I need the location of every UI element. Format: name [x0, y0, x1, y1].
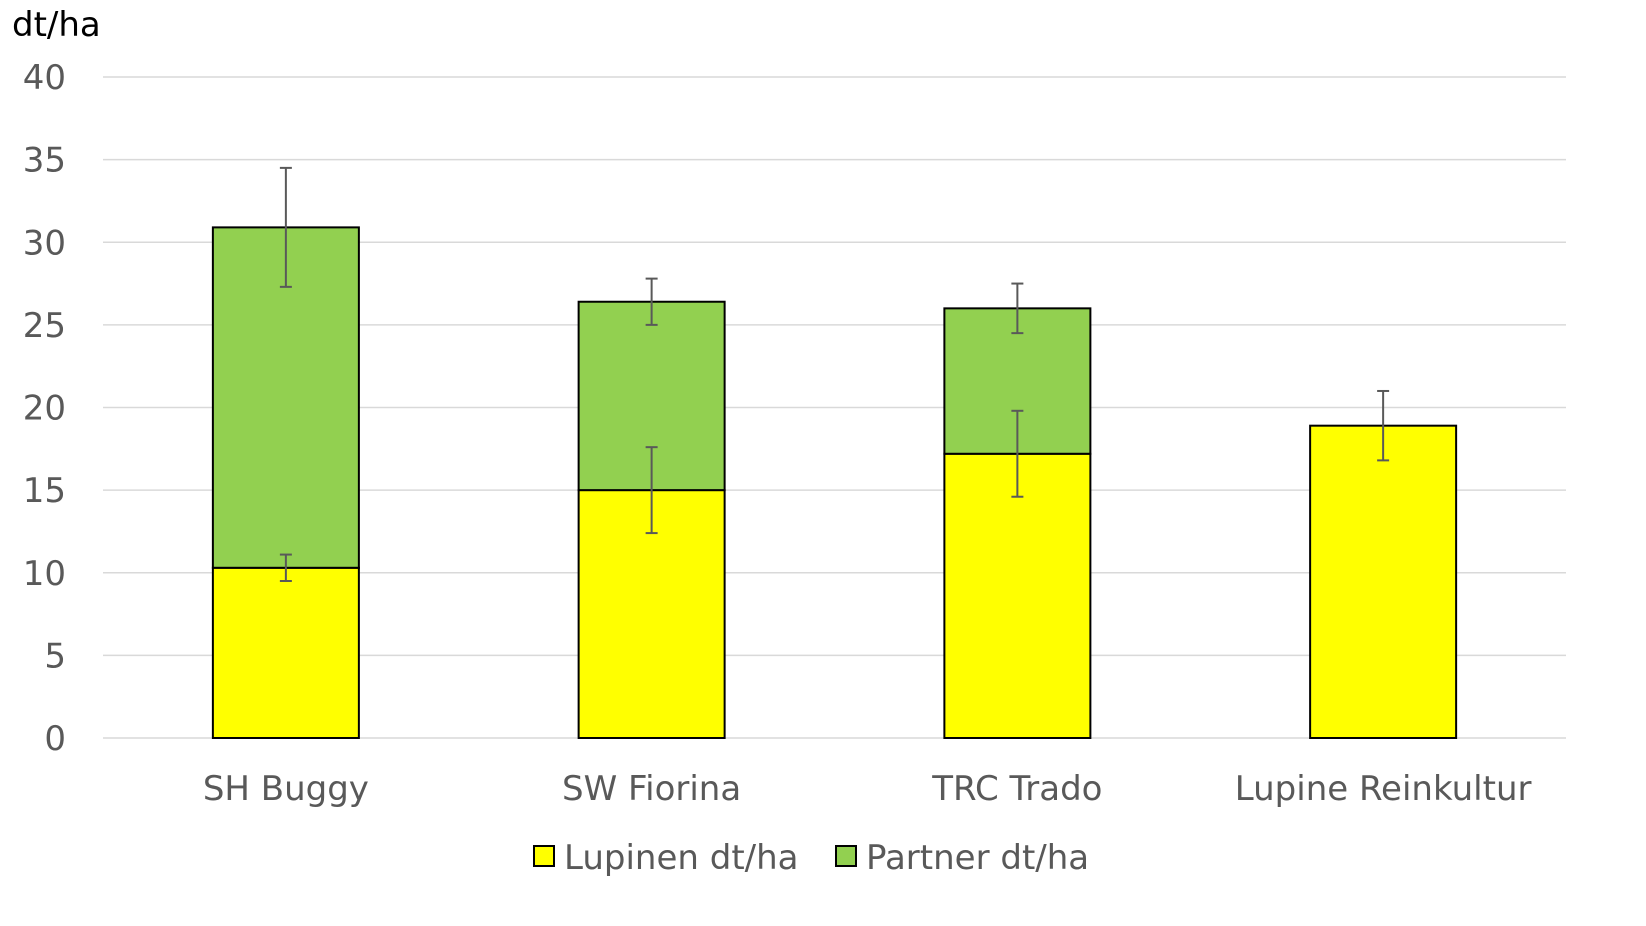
y-axis-tick-labels: 0 5 10 15 20 25 30 35 40	[23, 58, 66, 759]
y-tick-label: 20	[23, 389, 66, 429]
x-category-label: SH Buggy	[203, 769, 369, 809]
error-bar-0-1	[279, 166, 292, 288]
legend-swatch-0	[533, 845, 555, 867]
bar-segment-2-0	[943, 452, 1092, 739]
y-tick-label: 5	[44, 636, 66, 676]
legend-label: Partner dt/ha	[866, 838, 1089, 878]
bar-segment-0-0	[211, 566, 360, 739]
x-category-label: TRC Trado	[931, 769, 1102, 809]
error-bars	[279, 166, 1390, 583]
y-tick-label: 0	[44, 719, 66, 759]
bar-segment-3-0	[1309, 424, 1458, 739]
y-tick-label: 40	[23, 58, 66, 98]
error-bar-2-0	[1011, 409, 1024, 498]
y-tick-label: 25	[23, 306, 66, 346]
legend: Lupinen dt/ha Partner dt/ha	[533, 838, 1089, 878]
y-tick-label: 15	[23, 471, 66, 511]
error-bar-1-0	[645, 446, 658, 535]
x-axis-category-labels: SH Buggy SW Fiorina TRC Trado Lupine Reinku…	[203, 769, 1532, 809]
y-tick-label: 10	[23, 554, 66, 594]
y-tick-label: 35	[23, 141, 66, 181]
error-bar-0-0	[279, 553, 292, 583]
x-category-label: Lupine Reinkultur	[1235, 769, 1532, 809]
error-bar-3-0	[1377, 389, 1390, 462]
bars	[211, 226, 1458, 739]
legend-swatch-1	[835, 845, 857, 867]
x-category-label: SW Fiorina	[562, 769, 741, 809]
error-bar-2-1	[1011, 282, 1024, 335]
y-axis-unit-label: dt/ha	[12, 5, 101, 45]
y-tick-label: 30	[23, 223, 66, 263]
legend-label: Lupinen dt/ha	[564, 838, 799, 878]
error-bar-1-1	[645, 277, 658, 326]
